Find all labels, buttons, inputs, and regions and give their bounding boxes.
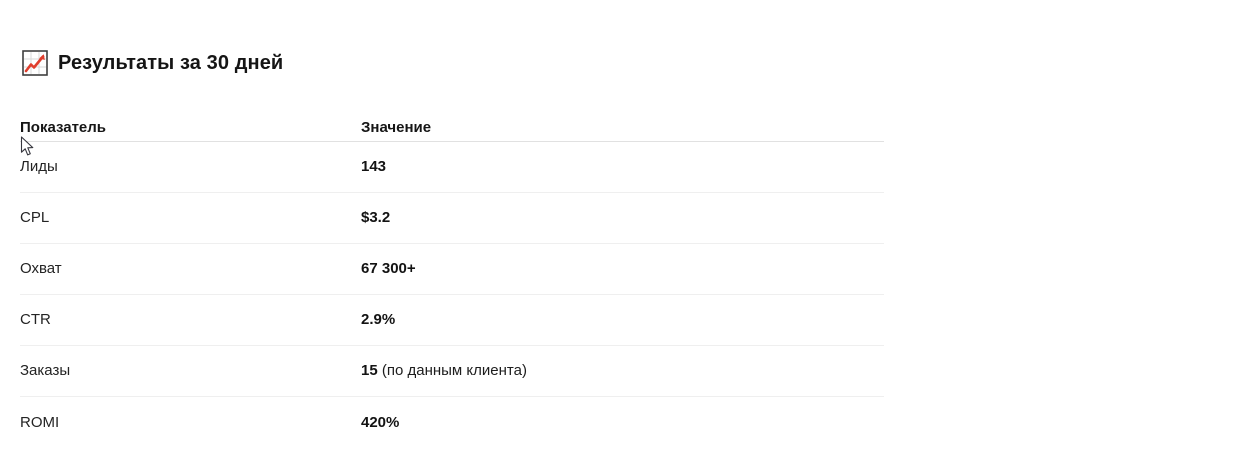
metric-value-cell: 2.9% <box>361 310 884 330</box>
metric-value: $3.2 <box>361 209 391 226</box>
metric-value-cell: 143 <box>361 157 884 177</box>
metric-value: 15 <box>361 362 378 379</box>
metric-value-note: (по данным клиента) <box>377 362 527 379</box>
metric-value-cell: 15 (по данным клиента) <box>361 361 884 381</box>
metric-label: ROMI <box>20 413 60 431</box>
metric-value: 67 300+ <box>361 260 416 277</box>
table-row: Охват 67 300+ <box>20 244 884 295</box>
metric-label: CPL <box>20 209 50 226</box>
metric-value: 2.9% <box>361 311 396 328</box>
table-row: ROMI 420% <box>20 397 884 448</box>
table-row: Заказы 15 (по данным клиента) <box>20 346 884 397</box>
metric-value-cell: $3.2 <box>361 208 884 228</box>
metric-value-cell: 420% <box>361 413 884 433</box>
metric-label: Заказы <box>20 362 71 379</box>
metric-value-cell: 67 300+ <box>361 259 884 279</box>
page-title-row: Результаты за 30 дней <box>22 50 283 76</box>
table-body: Лиды 143 CPL $3.2 Охват 67 300+ CTR 2.9% Заказы 1… <box>20 142 884 448</box>
column-header-metric: Показатель <box>20 119 107 136</box>
table-header-row: Показатель Значение <box>20 110 884 142</box>
column-header-value: Значение <box>361 119 432 136</box>
table-row: Лиды 143 <box>20 142 884 193</box>
page-title: Результаты за 30 дней <box>58 51 284 74</box>
chart-increasing-icon <box>22 50 48 76</box>
metric-value: 420% <box>361 413 400 431</box>
table-row: CTR 2.9% <box>20 295 884 346</box>
results-table: Показатель Значение Лиды 143 CPL $3.2 Охват 6… <box>20 110 884 448</box>
table-row: CPL $3.2 <box>20 193 884 244</box>
metric-label: Лиды <box>20 158 58 175</box>
metric-value: 143 <box>361 158 387 175</box>
metric-label: CTR <box>20 311 51 328</box>
metric-label: Охват <box>20 260 62 277</box>
